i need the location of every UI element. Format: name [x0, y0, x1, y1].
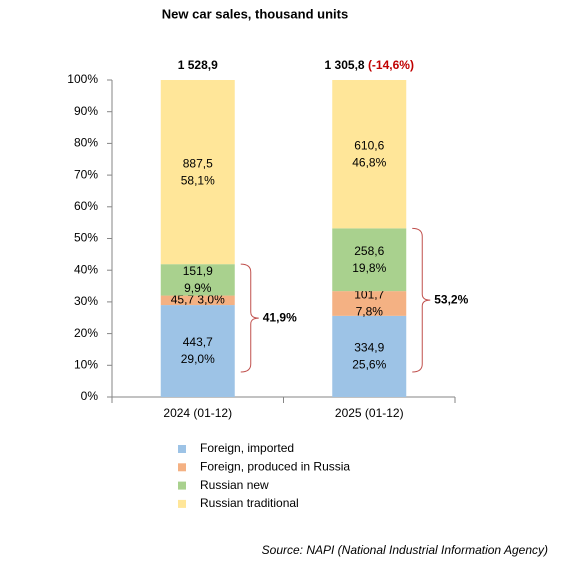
amount-label: 258,6 — [354, 244, 384, 258]
legend-label: Foreign, imported — [200, 441, 294, 455]
y-tick-label: 100% — [67, 72, 98, 86]
bar-segment — [160, 305, 235, 397]
bar-segment — [160, 264, 235, 296]
total-label: 1 528,9 — [178, 58, 218, 72]
total-label: 1 305,8 (-14,6%) — [325, 58, 414, 72]
bar-segment — [332, 80, 407, 229]
bracket — [412, 227, 431, 373]
bar-segment — [160, 295, 235, 306]
y-tick-label: 20% — [74, 326, 98, 340]
value-label: 46,8% — [352, 155, 386, 169]
legend-label: Russian traditional — [200, 496, 299, 510]
y-tick-label: 70% — [74, 167, 98, 181]
y-tick-label: 80% — [74, 136, 98, 150]
amount-label: 45,7 — [171, 292, 195, 306]
y-tick-label: 30% — [74, 294, 98, 308]
amount-label: 887,5 — [183, 156, 213, 170]
bracket — [240, 263, 259, 373]
y-tick-label: 90% — [74, 104, 98, 118]
x-tick-label: 2025 (01-12) — [335, 406, 404, 420]
legend-label: Russian new — [200, 478, 269, 492]
x-tick-label: 2024 (01-12) — [163, 406, 232, 420]
y-tick-label: 0% — [81, 389, 99, 403]
source-note: Source: NAPI (National Industrial Inform… — [262, 543, 548, 557]
value-label: 58,1% — [181, 173, 215, 187]
value-label: 25,6% — [352, 358, 386, 372]
bracket-label: 41,9% — [263, 310, 297, 324]
value-label: 9,9% — [184, 281, 212, 295]
bar-segment — [332, 291, 407, 316]
total-value: 1 528,9 — [178, 58, 218, 72]
amount-label: 443,7 — [183, 335, 213, 349]
amount-label: 610,6 — [354, 138, 384, 152]
bracket-label: 53,2% — [434, 292, 468, 306]
y-tick-label: 40% — [74, 262, 98, 276]
y-tick-label: 10% — [74, 357, 98, 371]
segment-label: 45,7 3,0% — [171, 292, 225, 306]
bar-segment — [160, 80, 235, 265]
value-label: 29,0% — [181, 352, 215, 366]
y-tick-label: 50% — [74, 231, 98, 245]
amount-label: 151,9 — [183, 264, 213, 278]
bar-segment — [332, 315, 407, 397]
change-label: (-14,6%) — [368, 58, 414, 72]
legend-swatch — [178, 499, 186, 508]
chart-title: New car sales, thousand units — [162, 6, 348, 21]
legend-swatch — [178, 481, 186, 490]
legend-swatch — [178, 445, 186, 453]
value-label: 19,8% — [352, 261, 386, 275]
amount-label: 101,7 — [354, 288, 384, 302]
y-tick-label: 60% — [74, 199, 98, 213]
legend-label: Foreign, produced in Russia — [200, 459, 350, 473]
bar-segment — [332, 228, 407, 292]
value-label: 3,0% — [197, 292, 225, 306]
total-value: 1 305,8 — [325, 58, 365, 72]
legend-swatch — [178, 463, 186, 472]
value-label: 7,8% — [356, 305, 384, 319]
amount-label: 334,9 — [354, 341, 384, 355]
